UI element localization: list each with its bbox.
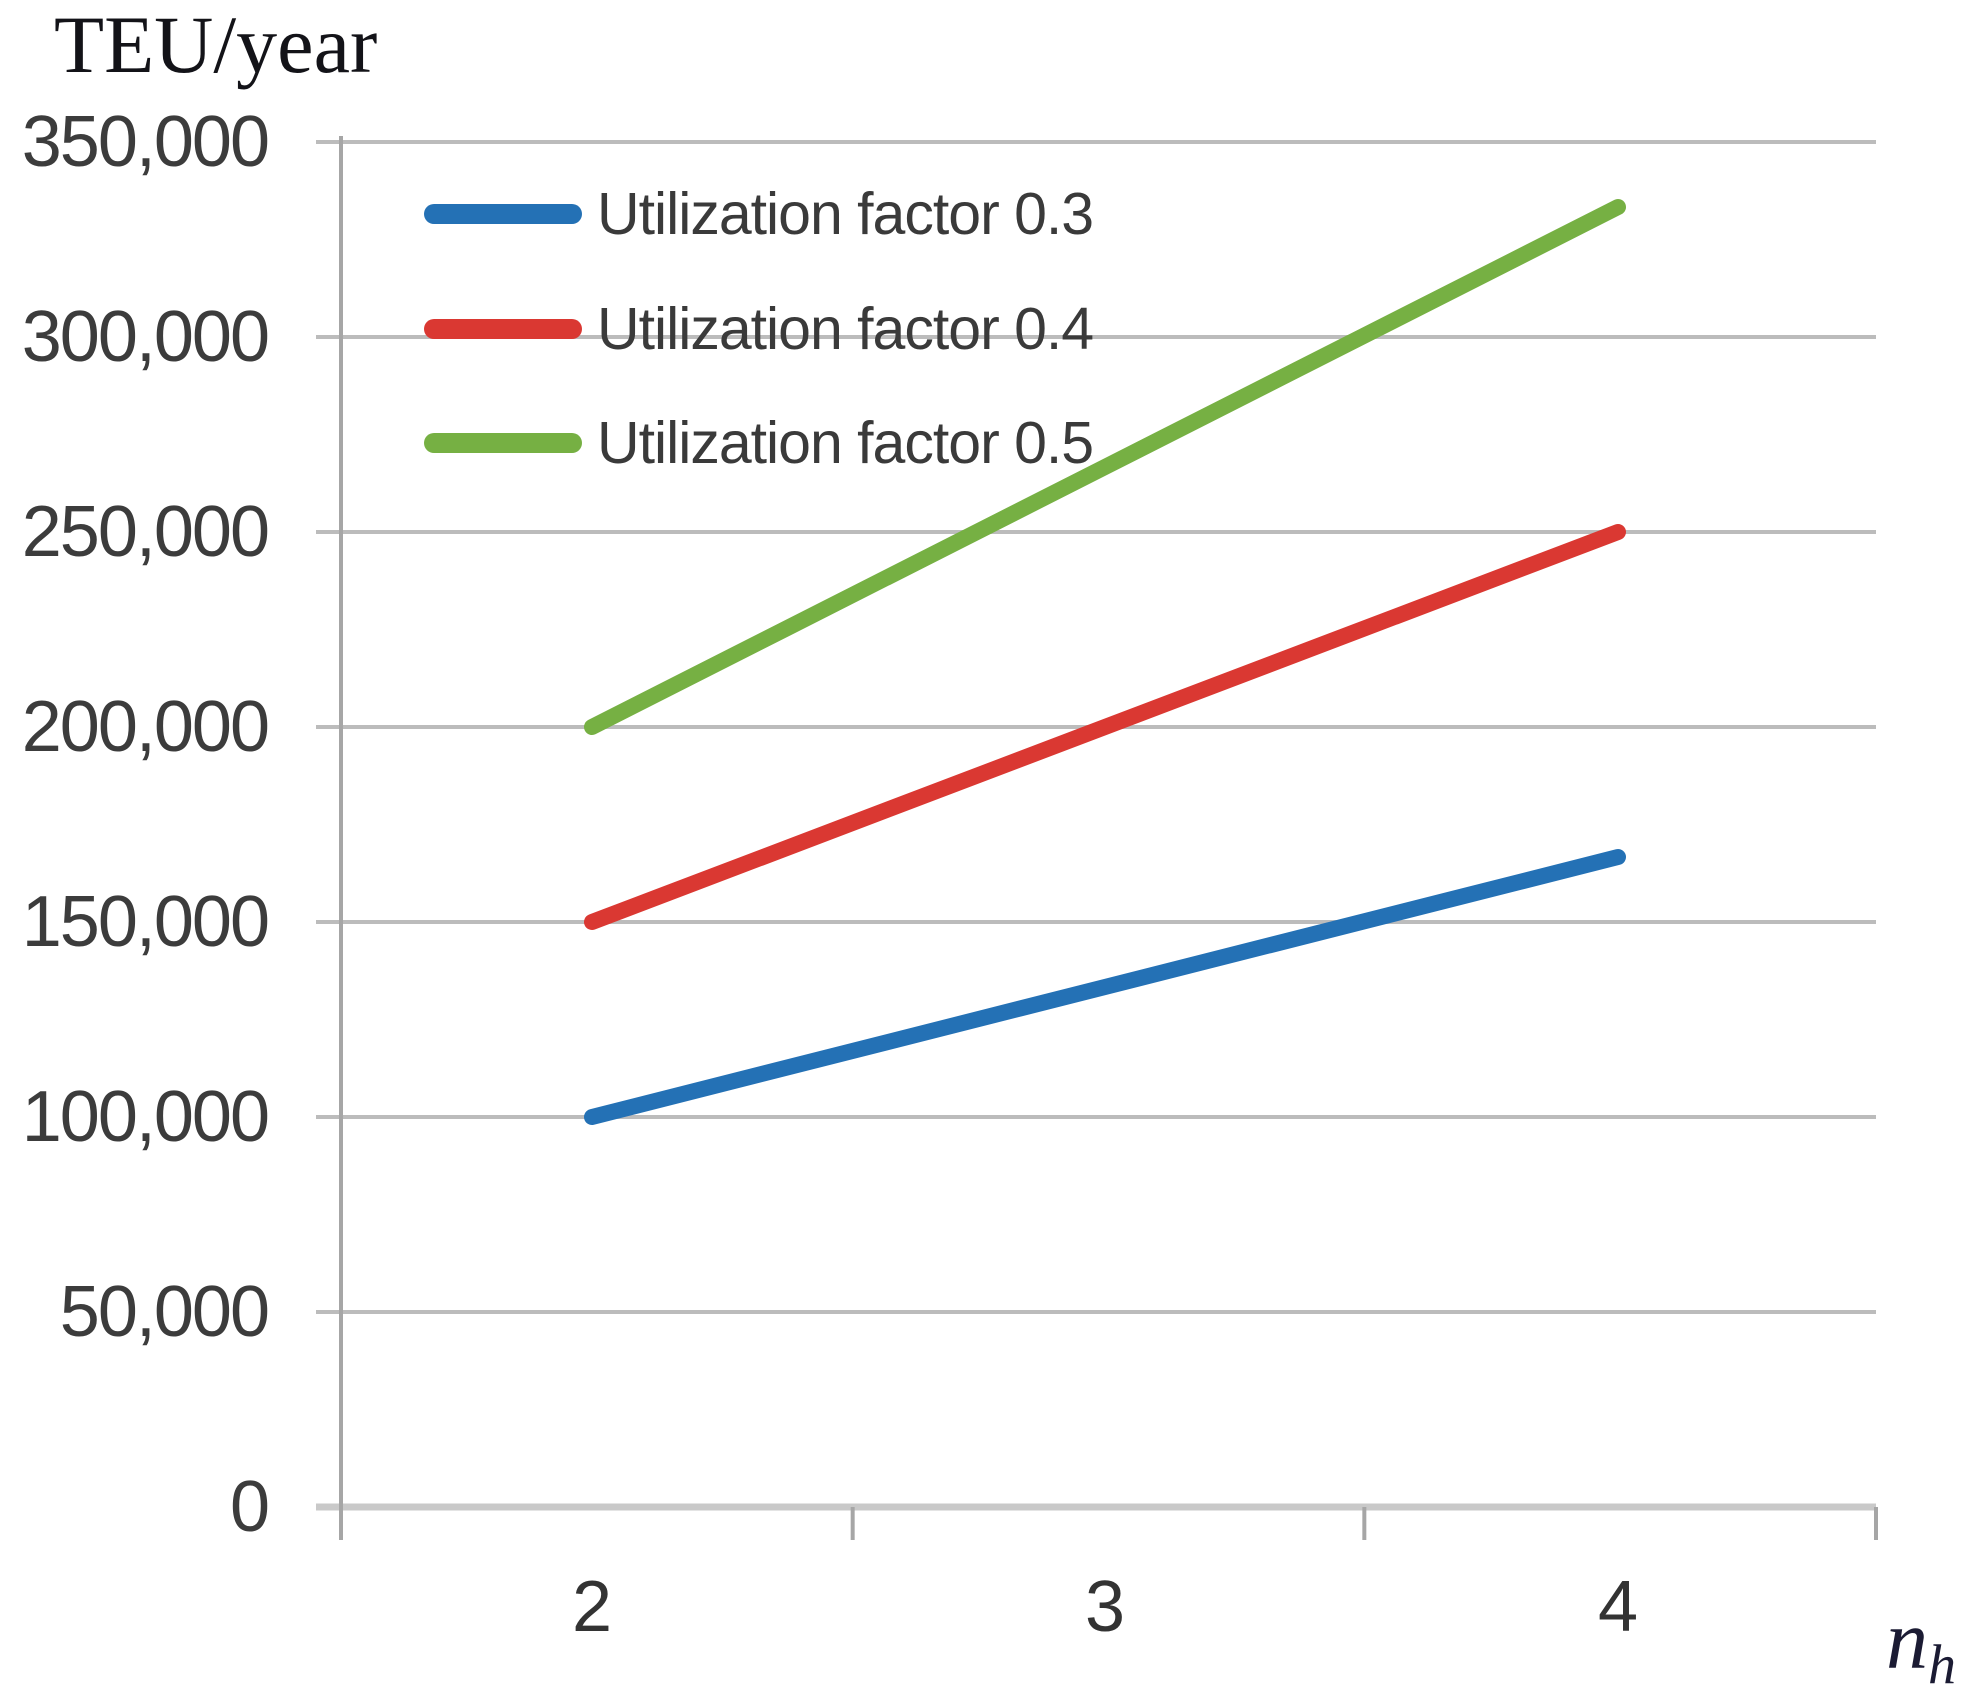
legend-item: Utilization factor 0.3 — [424, 181, 1094, 247]
legend-label: Utilization factor 0.4 — [597, 296, 1094, 362]
y-tick-label: 0 — [229, 1467, 270, 1547]
series-line-utilization-factor-0.3 — [584, 848, 1626, 1125]
y-axis-title: TEU/year — [54, 0, 378, 90]
y-tick-label: 150,000 — [21, 882, 270, 962]
x-axis-title: nh — [1886, 1592, 1956, 1694]
x-tick-label: 2 — [571, 1567, 613, 1647]
legend-label: Utilization factor 0.3 — [597, 181, 1094, 247]
legend-line-swatch — [424, 204, 582, 224]
x-axis-variable: n — [1886, 1594, 1928, 1687]
y-tick-label: 300,000 — [21, 297, 270, 377]
y-tick-label: 50,000 — [59, 1272, 270, 1352]
series-line-utilization-factor-0.4 — [584, 524, 1626, 930]
legend-line-swatch — [424, 433, 582, 453]
x-tick-label: 4 — [1597, 1567, 1639, 1647]
x-tick-label: 3 — [1084, 1567, 1126, 1647]
y-tick-label: 250,000 — [21, 492, 270, 572]
x-axis-variable-subscript: h — [1928, 1634, 1956, 1697]
y-tick-label: 100,000 — [21, 1077, 270, 1157]
legend-label: Utilization factor 0.5 — [597, 410, 1094, 476]
legend-item: Utilization factor 0.4 — [424, 296, 1094, 362]
y-tick-label: 200,000 — [21, 687, 270, 767]
y-tick-label: 350,000 — [21, 102, 270, 182]
series-line-utilization-factor-0.5 — [584, 199, 1626, 735]
legend-line-swatch — [424, 319, 582, 339]
legend-item: Utilization factor 0.5 — [424, 410, 1094, 476]
